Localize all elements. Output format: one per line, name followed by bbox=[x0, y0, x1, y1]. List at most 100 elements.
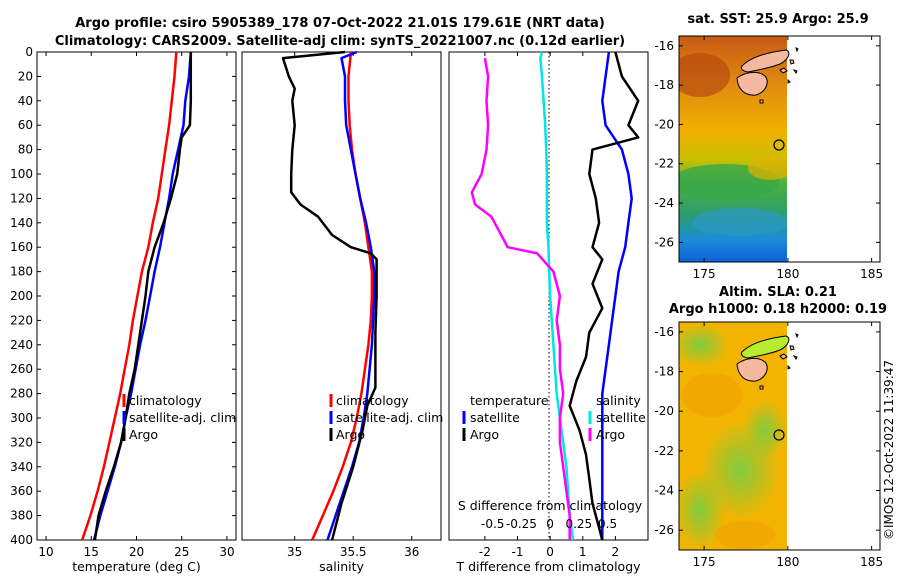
legend-label-s-argo: Argo bbox=[596, 427, 625, 442]
s-diff-tick-label: 0 bbox=[546, 517, 554, 531]
sst-blue-patch bbox=[692, 208, 787, 236]
lon-tick-label: 175 bbox=[693, 555, 716, 569]
depth-tick-label: 400 bbox=[10, 533, 33, 547]
lat-tick-label: -16 bbox=[654, 325, 674, 339]
sla-green-blob bbox=[679, 323, 730, 367]
salinity-x-axis: 35 35.5 36 bbox=[287, 52, 419, 559]
imos-timestamp: ©IMOS 12-Oct-2022 11:39:47 bbox=[882, 360, 896, 540]
small-islands bbox=[759, 47, 799, 104]
series-line-climatology bbox=[81, 51, 178, 541]
sst-longitude-ticks: 175 180 185 bbox=[693, 36, 883, 281]
figure-title-line1: Argo profile: csiro 5905389_178 07-Oct-2… bbox=[75, 16, 605, 31]
lat-tick-label: -16 bbox=[654, 39, 674, 53]
series-line-temperature-satellite bbox=[601, 51, 633, 540]
depth-tick-label: 360 bbox=[10, 484, 33, 498]
temperature-legend: climatology satellite-adj. clim Argo bbox=[122, 393, 236, 442]
difference-legend: temperature satellite Argo salinity sate… bbox=[462, 393, 646, 442]
sla-latitude-ticks: -16 -18 -20 -22 -24 -26 bbox=[654, 325, 880, 537]
argo-float-position bbox=[773, 139, 785, 151]
depth-tick-label: 100 bbox=[10, 167, 33, 181]
sst-yellow-patch bbox=[748, 156, 787, 180]
x-tick-label: 30 bbox=[219, 545, 234, 559]
lon-tick-label: 185 bbox=[860, 267, 883, 281]
legend-header-temperature: temperature bbox=[470, 393, 549, 408]
legend-label-climatology: climatology bbox=[336, 393, 409, 408]
x-tick-label: 0 bbox=[546, 545, 554, 559]
series-line-salinity-argo bbox=[470, 57, 571, 540]
x-tick-label: 36 bbox=[404, 545, 419, 559]
x-tick-label: 20 bbox=[129, 545, 144, 559]
salinity-legend: climatology satellite-adj. clim Argo bbox=[329, 393, 443, 442]
vanua-levu-island bbox=[740, 49, 790, 73]
legend-label-satellite: satellite-adj. clim bbox=[129, 410, 236, 425]
lon-tick-label: 180 bbox=[776, 267, 799, 281]
x-tick-label: 15 bbox=[84, 545, 99, 559]
t-difference-label: T difference from climatology bbox=[455, 559, 641, 574]
viti-levu-island bbox=[736, 357, 768, 382]
sla-orange-blob bbox=[682, 373, 742, 417]
depth-tick-label: 220 bbox=[10, 313, 33, 327]
lon-tick-label: 180 bbox=[776, 555, 799, 569]
s-difference-tick-labels: -0.5 -0.25 0 0.25 0.5 bbox=[481, 517, 617, 531]
sst-coastline bbox=[736, 47, 799, 104]
depth-tick-label: 60 bbox=[18, 118, 33, 132]
salinity-series bbox=[281, 50, 378, 541]
legend-label-argo: Argo bbox=[336, 427, 365, 442]
lat-tick-label: -24 bbox=[654, 484, 674, 498]
depth-tick-label: 140 bbox=[10, 216, 33, 230]
depth-tick-label: 280 bbox=[10, 387, 33, 401]
depth-tick-label: 320 bbox=[10, 435, 33, 449]
lat-tick-label: -26 bbox=[654, 235, 674, 249]
depth-tick-label: 120 bbox=[10, 191, 33, 205]
sla-map-frame bbox=[678, 321, 881, 551]
x-tick-label: -1 bbox=[512, 545, 524, 559]
x-tick-label: 2 bbox=[612, 545, 620, 559]
salinity-axes-box bbox=[241, 51, 442, 541]
sla-green-blob bbox=[743, 400, 787, 460]
sla-map-subtitle: Argo h1000: 0.18 h2000: 0.19 bbox=[669, 302, 887, 317]
sla-coastline bbox=[736, 333, 799, 390]
depth-tick-label: 340 bbox=[10, 460, 33, 474]
depth-tick-label: 160 bbox=[10, 240, 33, 254]
series-line-argo bbox=[93, 52, 193, 541]
sst-map: sat. SST: 25.9 Argo: 25.9 -16 -18 -20 -22 -2… bbox=[654, 12, 883, 281]
sla-heatmap-field bbox=[679, 322, 787, 550]
series-line-temperature-argo bbox=[568, 51, 640, 541]
lon-tick-label: 185 bbox=[860, 555, 883, 569]
lat-tick-label: -24 bbox=[654, 196, 674, 210]
sla-map-title: Altim. SLA: 0.21 bbox=[719, 285, 837, 300]
legend-header-salinity: salinity bbox=[596, 393, 641, 408]
sla-orange-blob bbox=[715, 521, 775, 549]
lat-tick-label: -26 bbox=[654, 523, 674, 537]
depth-tick-label: 380 bbox=[10, 509, 33, 523]
temperature-x-axis: 10 15 20 25 30 bbox=[38, 52, 235, 559]
x-tick-label: 25 bbox=[174, 545, 189, 559]
depth-tick-label: 300 bbox=[10, 411, 33, 425]
difference-series bbox=[470, 51, 640, 541]
sla-green-blob bbox=[679, 470, 726, 550]
lat-tick-label: -20 bbox=[654, 404, 674, 418]
argo-float-position bbox=[773, 429, 785, 441]
series-line-salinity-satellite bbox=[539, 51, 575, 541]
depth-tick-label: 20 bbox=[18, 69, 33, 83]
depth-tick-label: 260 bbox=[10, 362, 33, 376]
small-islands bbox=[759, 333, 799, 390]
salinity-x-label: salinity bbox=[319, 559, 364, 574]
sst-map-title: sat. SST: 25.9 Argo: 25.9 bbox=[687, 12, 868, 27]
x-tick-label: 1 bbox=[579, 545, 587, 559]
depth-tick-label: 40 bbox=[18, 94, 33, 108]
temperature-x-label: temperature (deg C) bbox=[72, 559, 201, 574]
x-tick-label: 10 bbox=[38, 545, 53, 559]
depth-tick-label: 240 bbox=[10, 338, 33, 352]
s-diff-tick-label: 0.5 bbox=[598, 517, 617, 531]
lat-tick-label: -22 bbox=[654, 157, 674, 171]
s-diff-tick-label: -0.5 bbox=[481, 517, 504, 531]
depth-tick-label: 80 bbox=[18, 143, 33, 157]
difference-x-axis: -2 -1 0 1 2 bbox=[479, 52, 619, 559]
legend-label-climatology: climatology bbox=[129, 393, 202, 408]
sla-longitude-ticks: 175 180 185 bbox=[693, 322, 883, 569]
sst-latitude-ticks: -16 -18 -20 -22 -24 -26 bbox=[654, 39, 880, 249]
viti-levu-island bbox=[736, 71, 768, 96]
legend-label-argo: Argo bbox=[129, 427, 158, 442]
